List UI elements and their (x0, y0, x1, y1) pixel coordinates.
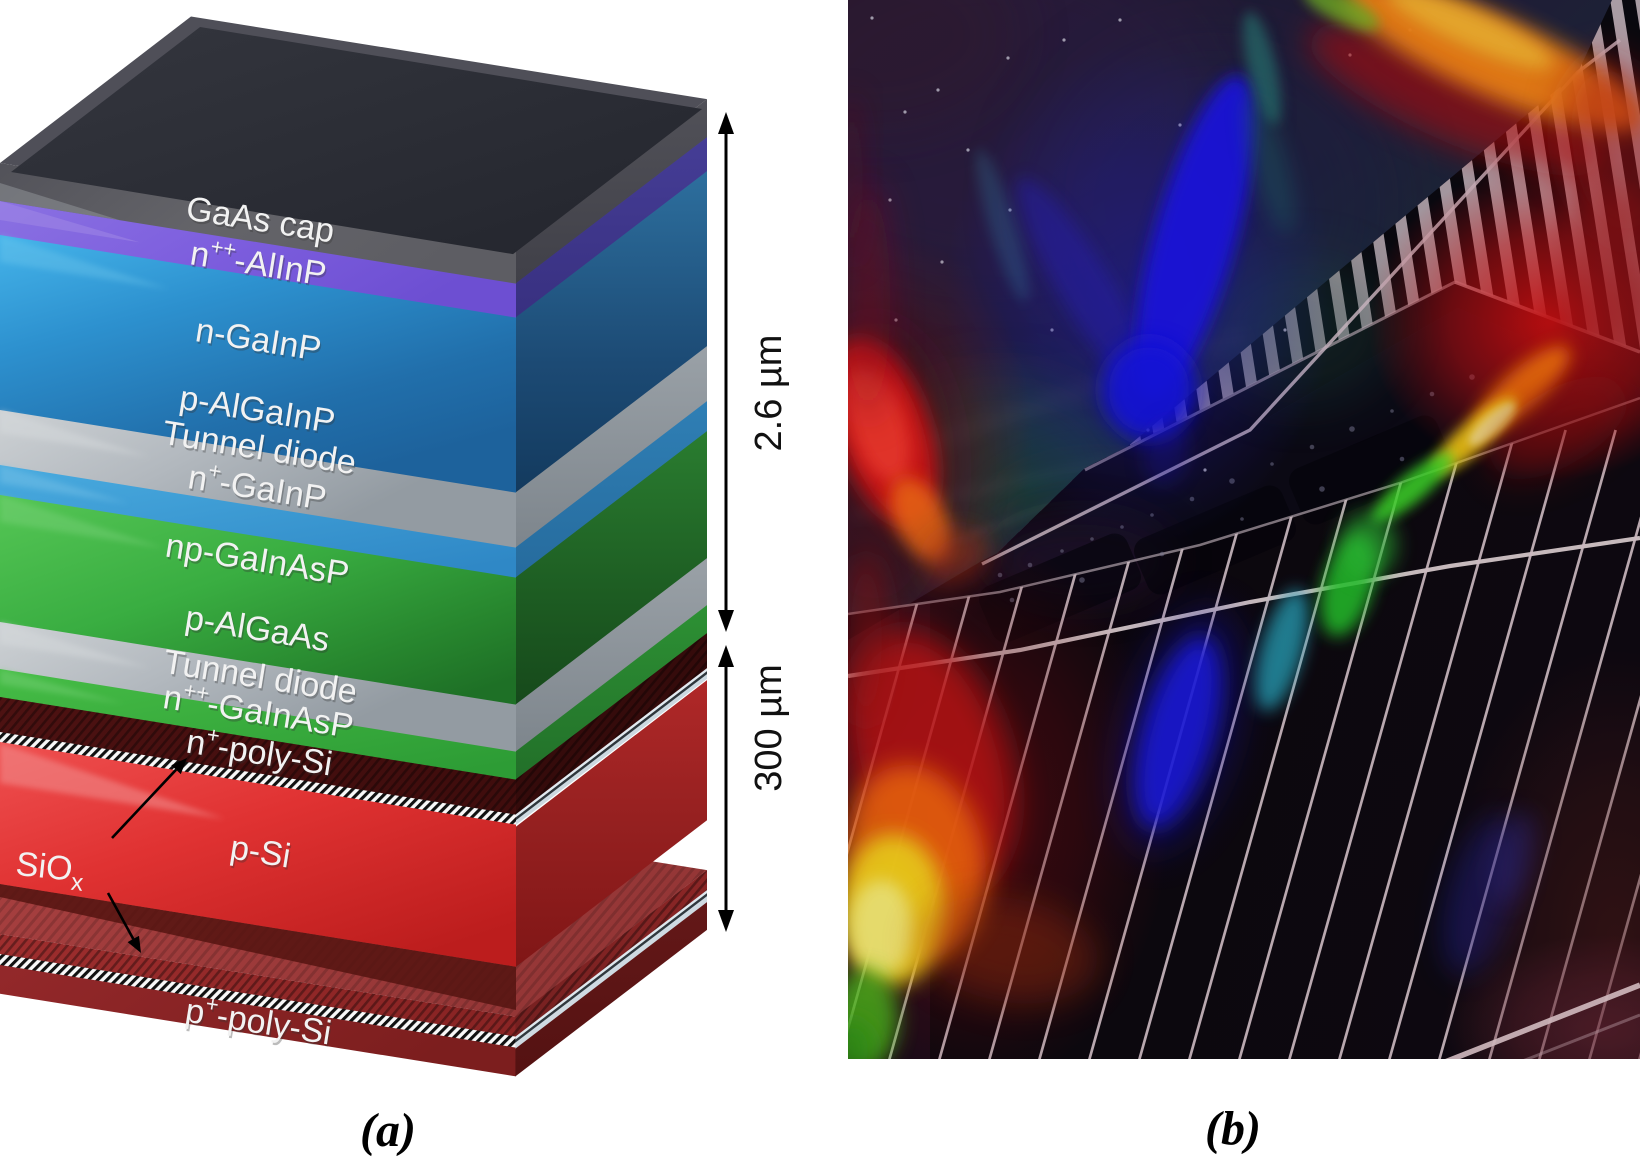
svg-text:2.6 µm: 2.6 µm (748, 335, 790, 452)
svg-text:300 µm: 300 µm (748, 664, 790, 792)
svg-text:n+-GaInP: n+-GaInP (185, 454, 329, 518)
svg-text:(a): (a) (360, 1104, 416, 1157)
svg-text:p-Si: p-Si (229, 831, 295, 878)
svg-text:p-Si: p-Si (227, 828, 293, 875)
svg-text:(b): (b) (1205, 1102, 1261, 1155)
